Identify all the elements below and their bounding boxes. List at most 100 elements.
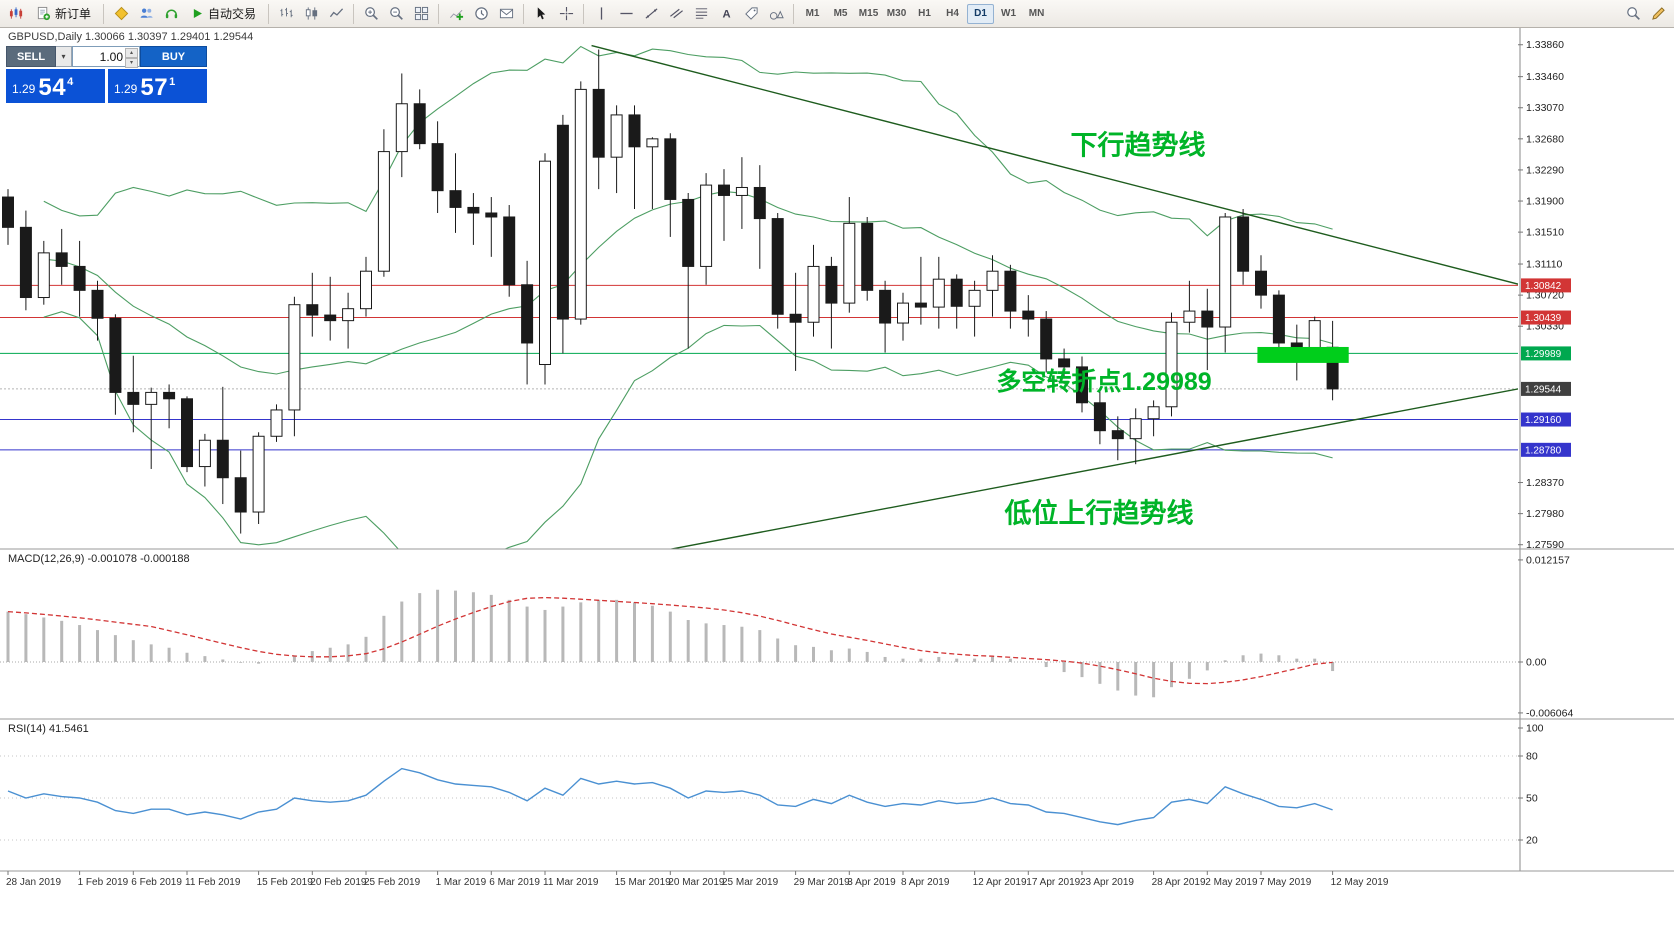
buy-price-head: 1.29 <box>114 82 138 96</box>
date-label: 11 Feb 2019 <box>185 877 241 888</box>
fibonacci-icon <box>695 8 707 19</box>
price-label: 1.31110 <box>1526 259 1563 271</box>
timeframe-button-m1[interactable]: M1 <box>799 4 826 24</box>
chart-annotation[interactable]: 低位上行趋势线 <box>1004 497 1194 528</box>
price-label: 1.30720 <box>1526 290 1564 302</box>
candlestick-chart-icon <box>305 7 317 20</box>
search-button[interactable] <box>1621 3 1645 25</box>
date-label: 15 Mar 2019 <box>615 877 672 888</box>
main-toolbar: 新订单 自动交易 A M1 M5 M15 M30 H1 H4 D1 W1 MN <box>0 0 1674 28</box>
periods-button[interactable] <box>469 3 493 25</box>
price-label: 1.33860 <box>1526 39 1564 51</box>
sell-price-head: 1.29 <box>12 82 36 96</box>
timeframe-button-mn[interactable]: MN <box>1023 4 1050 24</box>
label-icon <box>744 7 758 20</box>
tile-windows-button[interactable] <box>409 3 433 25</box>
date-label: 25 Feb 2019 <box>364 877 421 888</box>
tile-windows-icon <box>414 6 428 21</box>
sell-price-display[interactable]: 1.29 54 4 <box>6 69 105 103</box>
label-tool-button[interactable] <box>739 3 763 25</box>
zoom-in-button[interactable] <box>359 3 383 25</box>
toolbar-separator <box>523 3 525 24</box>
trade-prices-row: 1.29 54 4 1.29 57 1 <box>6 69 207 103</box>
volume-input[interactable] <box>73 47 139 66</box>
toolbar-separator <box>583 3 585 24</box>
market-watch-button[interactable] <box>109 3 133 25</box>
line-chart-icon <box>329 8 343 18</box>
bollinger-band <box>43 45 1333 237</box>
chart-annotation[interactable]: 多空转折点1.29989 <box>996 367 1211 396</box>
date-label: 7 May 2019 <box>1259 877 1312 888</box>
volume-up-button[interactable]: ▴ <box>125 48 138 58</box>
new-order-label: 新订单 <box>55 7 92 21</box>
cursor-tool-button[interactable] <box>529 3 553 25</box>
autotrading-button[interactable]: 自动交易 <box>184 3 263 25</box>
date-label: 15 Feb 2019 <box>257 877 314 888</box>
vertical-line-tool-button[interactable] <box>589 3 613 25</box>
date-label: 11 Mar 2019 <box>543 877 599 888</box>
macd-axis-label: 0.00 <box>1526 657 1547 669</box>
timeframe-button-m5[interactable]: M5 <box>827 4 854 24</box>
fibonacci-tool-button[interactable] <box>689 3 713 25</box>
order-type-dropdown[interactable]: ▾ <box>56 46 72 67</box>
price-label: 1.32680 <box>1526 133 1564 145</box>
text-tool-button[interactable]: A <box>714 3 738 25</box>
channel-tool-button[interactable] <box>664 3 688 25</box>
price-label: 1.27590 <box>1526 539 1564 551</box>
date-label: 6 Feb 2019 <box>131 877 182 888</box>
timeframe-button-h1[interactable]: H1 <box>911 4 938 24</box>
sell-price-big: 54 <box>38 74 67 101</box>
date-label: 2 May 2019 <box>1205 877 1258 888</box>
price-tag <box>1521 278 1571 293</box>
trendline-tool-button[interactable] <box>639 3 663 25</box>
cursor-icon <box>537 7 545 20</box>
timeframe-button-d1[interactable]: D1 <box>967 3 995 24</box>
new-order-button[interactable]: 新订单 <box>29 3 98 25</box>
volume-field: ▴ ▾ <box>72 46 140 68</box>
price-label: 1.27980 <box>1526 508 1564 520</box>
chart-logo-button[interactable] <box>4 3 28 25</box>
toolbar-separator <box>103 3 105 24</box>
crosshair-tool-button[interactable] <box>554 3 578 25</box>
date-label: 20 Feb 2019 <box>310 877 367 888</box>
buy-button[interactable]: BUY <box>140 46 207 67</box>
edit-button[interactable] <box>1646 3 1670 25</box>
crosshair-icon <box>559 6 573 21</box>
buy-price-display[interactable]: 1.29 57 1 <box>108 69 207 103</box>
horizontal-line-tool-button[interactable] <box>614 3 638 25</box>
chart-annotation[interactable]: 下行趋势线 <box>1071 129 1206 160</box>
price-tag <box>1521 381 1571 396</box>
downtrend-line[interactable] <box>591 44 1521 285</box>
autotrading-label: 自动交易 <box>208 7 257 21</box>
bar-chart-mode-button[interactable] <box>274 3 298 25</box>
price-tag-label: 1.30439 <box>1525 313 1562 324</box>
volume-down-button[interactable]: ▾ <box>125 58 138 68</box>
indicators-button[interactable] <box>444 3 468 25</box>
macd-header: MACD(12,26,9) -0.001078 -0.000188 <box>8 553 190 565</box>
sell-button[interactable]: SELL <box>6 46 56 67</box>
chart-ohlc-header: GBPUSD,Daily 1.30066 1.30397 1.29401 1.2… <box>8 31 254 43</box>
rsi-axis-label: 20 <box>1526 835 1538 847</box>
envelope-icon <box>499 8 513 19</box>
templates-button[interactable] <box>494 3 518 25</box>
pivot-highlight-zone[interactable] <box>1257 346 1349 363</box>
accounts-button[interactable] <box>134 3 158 25</box>
timeframe-button-h4[interactable]: H4 <box>939 4 966 24</box>
date-label: 12 May 2019 <box>1331 877 1389 888</box>
line-chart-mode-button[interactable] <box>324 3 348 25</box>
timeframe-button-w1[interactable]: W1 <box>995 4 1022 24</box>
add-indicator-icon <box>449 9 463 21</box>
date-label: 8 Apr 2019 <box>901 877 950 888</box>
timeframe-button-m30[interactable]: M30 <box>883 4 910 24</box>
macd-axis-label: -0.006064 <box>1526 707 1573 719</box>
uptrend-line[interactable] <box>665 388 1521 550</box>
timeframe-button-m15[interactable]: M15 <box>855 4 882 24</box>
macd-signal-line <box>7 596 1333 685</box>
vertical-line-icon <box>600 7 602 20</box>
support-button[interactable] <box>159 3 183 25</box>
zoom-out-button[interactable] <box>384 3 408 25</box>
shapes-tool-button[interactable] <box>764 3 788 25</box>
price-label: 1.33070 <box>1526 102 1564 114</box>
candlestick-mode-button[interactable] <box>299 3 323 25</box>
